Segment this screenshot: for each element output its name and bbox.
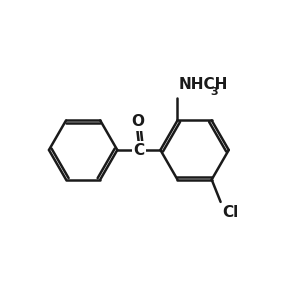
Text: NHCH: NHCH bbox=[179, 77, 228, 92]
Text: Cl: Cl bbox=[222, 205, 238, 220]
Text: C: C bbox=[133, 142, 144, 158]
Text: 3: 3 bbox=[210, 87, 218, 97]
Text: O: O bbox=[131, 114, 144, 129]
